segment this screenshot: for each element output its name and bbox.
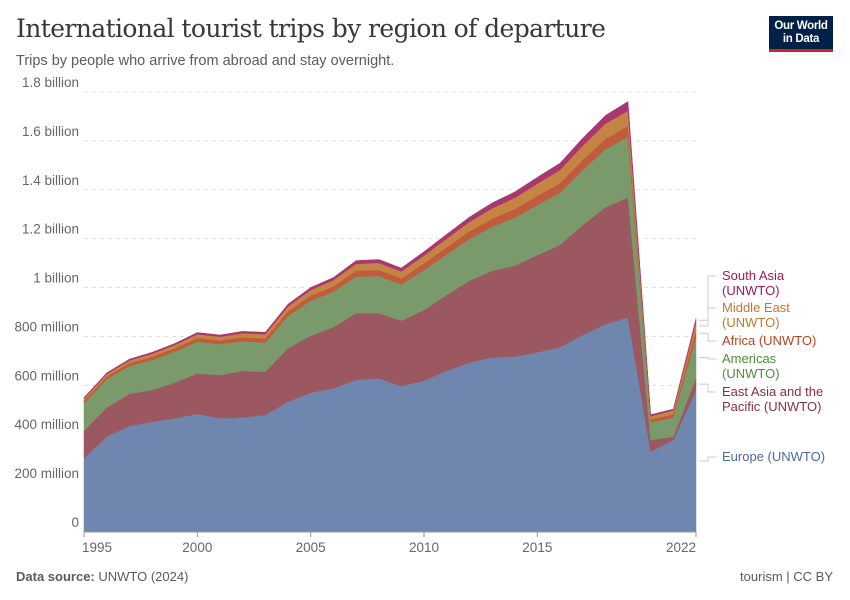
y-tick-label: 1.4 billion — [22, 173, 79, 188]
legend-label[interactable]: East Asia and the — [722, 384, 823, 399]
x-tick-label: 1995 — [82, 540, 112, 555]
y-tick-label: 1 billion — [33, 271, 79, 286]
y-tick-label: 1.8 billion — [22, 75, 79, 90]
footer-license[interactable]: tourism | CC BY — [740, 569, 833, 584]
legend-connector — [699, 383, 716, 393]
data-source: Data source: UNWTO (2024) — [16, 569, 189, 584]
legend-label[interactable]: Europe (UNWTO) — [722, 449, 825, 464]
y-tick-label: 200 million — [14, 466, 79, 481]
legend-label[interactable]: (UNWTO) — [722, 315, 780, 330]
x-tick-label: 2000 — [182, 540, 212, 555]
area-south-asia-unwto-[interactable] — [83, 101, 697, 417]
chart-title: International tourist trips by region of… — [16, 14, 606, 43]
legend-label[interactable]: South Asia — [722, 268, 785, 283]
y-tick-label: 1.2 billion — [22, 222, 79, 237]
x-tick-label: 2015 — [522, 540, 552, 555]
y-tick-label: 0 — [71, 515, 79, 530]
x-tick-label: 2005 — [296, 540, 326, 555]
y-tick-label: 600 million — [14, 368, 79, 383]
legend-label[interactable]: Africa (UNWTO) — [722, 333, 816, 348]
legend-connector — [699, 332, 716, 342]
legend-label[interactable]: Pacific (UNWTO) — [722, 399, 821, 414]
legend-label[interactable]: (UNWTO) — [722, 366, 780, 381]
y-tick-label: 400 million — [14, 417, 79, 432]
data-source-link[interactable]: UNWTO (2024) — [98, 569, 189, 584]
legend-connector — [699, 356, 716, 360]
y-tick-label: 1.6 billion — [22, 124, 79, 139]
x-tick-label: 2022 — [666, 540, 696, 555]
y-tick-label: 800 million — [14, 319, 79, 334]
legend-label[interactable]: Middle East — [722, 300, 790, 315]
x-tick-label: 2010 — [409, 540, 439, 555]
legend-connector — [699, 456, 716, 462]
chart-subtitle: Trips by people who arrive from abroad a… — [16, 53, 395, 69]
legend-label[interactable]: (UNWTO) — [722, 283, 780, 298]
legend-connector — [699, 275, 716, 321]
owid-logo[interactable]: Our World in Data — [769, 16, 833, 52]
legend-label[interactable]: Americas — [722, 351, 777, 366]
